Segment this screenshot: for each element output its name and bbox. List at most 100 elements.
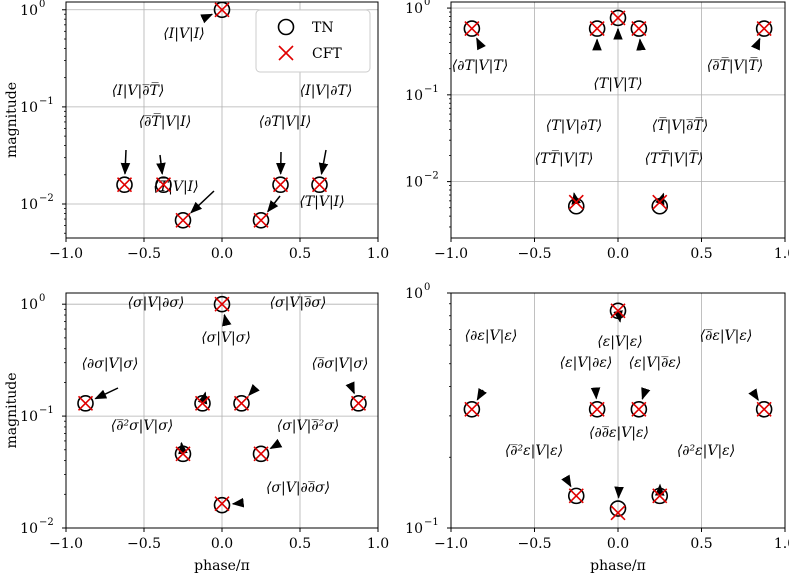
annotation-label: ⟨ε|V|∂ε⟩ (560, 355, 613, 371)
cft-marker-stroke (272, 177, 289, 193)
annotation-arrow (655, 192, 665, 206)
cft-marker-stroke (253, 212, 269, 228)
legend-tn-marker (277, 18, 295, 36)
cft-marker (631, 21, 647, 37)
annotation-label: ⟨∂̅ε|V|ε⟩ (700, 328, 753, 344)
annotation-label: ⟨σ|V|∂σ⟩ (128, 295, 185, 311)
x-tick-label: 0.0 (211, 246, 233, 262)
cft-marker-stroke (610, 303, 626, 319)
x-tick-label: 1.0 (774, 536, 789, 552)
annotation-arrow (641, 387, 651, 400)
annotation-arrow (94, 387, 119, 400)
tn-marker (630, 20, 648, 37)
annotation-arrow (476, 388, 487, 401)
cft-marker-stroke (568, 194, 584, 210)
cft-marker (194, 395, 211, 411)
cft-marker (652, 194, 668, 210)
tn-marker (174, 445, 192, 463)
cft-marker-stroke (464, 21, 480, 37)
tn-marker (630, 400, 648, 418)
annotation-label: ⟨T̅|V|∂̅T̅⟩ (652, 115, 708, 134)
y-tick-exponent: 0 (424, 0, 430, 8)
y-axis-label: magnitude (4, 373, 20, 449)
tn-marker (609, 9, 627, 27)
y-tick-exponent: −1 (424, 84, 439, 95)
cft-marker (464, 21, 480, 37)
y-tick-exponent: 0 (424, 282, 430, 293)
x-tick-label: −0.5 (127, 536, 161, 552)
y-tick-label: 10 (20, 197, 38, 213)
tn-marker (588, 400, 606, 418)
x-tick-label: 0.5 (690, 246, 712, 262)
cft-marker (253, 446, 269, 462)
cft-marker (589, 21, 605, 37)
y-tick-exponent: −1 (39, 96, 54, 107)
tn-marker (213, 295, 231, 313)
cft-marker (116, 177, 133, 193)
y-tick-label: 10 (405, 175, 423, 191)
cft-marker (756, 21, 772, 37)
annotation-arrow (120, 149, 131, 175)
tn-marker (588, 20, 606, 37)
y-axis-label: magnitude (4, 82, 20, 158)
tn-marker (213, 1, 231, 19)
annotation-label: ⟨∂∂̅ε|V|ε⟩ (589, 425, 649, 441)
cft-marker (568, 194, 584, 210)
tn-marker (252, 211, 270, 229)
annotation-arrow (222, 313, 232, 327)
cft-marker-stroke (652, 488, 668, 504)
y-tick-label: 10 (405, 521, 423, 537)
x-tick-label: 1.0 (367, 536, 389, 552)
cft-marker-stroke (589, 21, 605, 37)
annotation-label: ⟨I|V|∂̅T̅⟩ (112, 80, 165, 99)
y-tick-exponent: −2 (39, 193, 54, 204)
cft-marker-stroke (589, 401, 605, 417)
y-tick-label: 10 (405, 1, 423, 17)
annotation-label: ⟨∂σ|V|σ⟩ (82, 356, 139, 372)
annotation-arrow (318, 149, 329, 176)
x-tick-label: −0.5 (127, 246, 161, 262)
cft-marker-stroke (631, 21, 647, 37)
annotation-label: ⟨T|V|I⟩ (299, 194, 344, 210)
annotation-arrow (636, 38, 646, 51)
cft-marker-stroke (175, 212, 191, 228)
cft-marker (631, 401, 647, 417)
y-tick-label: 10 (405, 88, 423, 104)
annotation-arrow (751, 37, 761, 51)
x-axis-label: phase/π (590, 558, 646, 574)
cft-marker-stroke (116, 177, 133, 193)
tn-marker (233, 395, 250, 412)
x-tick-label: 0.5 (289, 246, 311, 262)
y-tick-exponent: −2 (424, 171, 439, 182)
annotation-arrow (561, 474, 572, 488)
legend-tn-label: TN (312, 20, 334, 36)
tn-marker (155, 176, 172, 194)
x-tick-label: −1.0 (434, 536, 468, 552)
annotation-arrow (200, 13, 214, 24)
y-tick-label: 10 (20, 100, 38, 116)
cft-marker-stroke (194, 395, 211, 411)
cft-marker-stroke (652, 194, 668, 210)
tn-marker (116, 176, 133, 194)
annotation-label: ⟨I|V|I⟩ (163, 26, 205, 42)
cft-marker-stroke (756, 401, 772, 417)
y-tick-label: 10 (20, 409, 38, 425)
cft-marker-stroke (214, 496, 230, 512)
annotation-label: ⟨σ|V|σ⟩ (201, 330, 251, 346)
tn-marker (609, 302, 627, 320)
x-tick-label: 0.0 (607, 536, 629, 552)
y-tick-exponent: −2 (39, 517, 54, 528)
y-tick-exponent: −1 (424, 517, 439, 528)
annotation-label: ⟨∂T|V|T⟩ (452, 58, 508, 74)
panel-4: −1.0−0.50.00.51.010010−1phase/π⟨ε|V|ε⟩⟨∂… (405, 282, 789, 574)
tn-marker (567, 487, 585, 505)
cft-marker-stroke (214, 296, 230, 312)
annotation-arrow (476, 37, 486, 51)
legend-cft-label: CFT (312, 46, 342, 62)
cft-marker (350, 395, 367, 411)
cft-marker (568, 488, 584, 504)
annotation-label: ⟨∂̅²ε|V|ε⟩ (505, 443, 563, 459)
cft-marker (464, 401, 480, 417)
